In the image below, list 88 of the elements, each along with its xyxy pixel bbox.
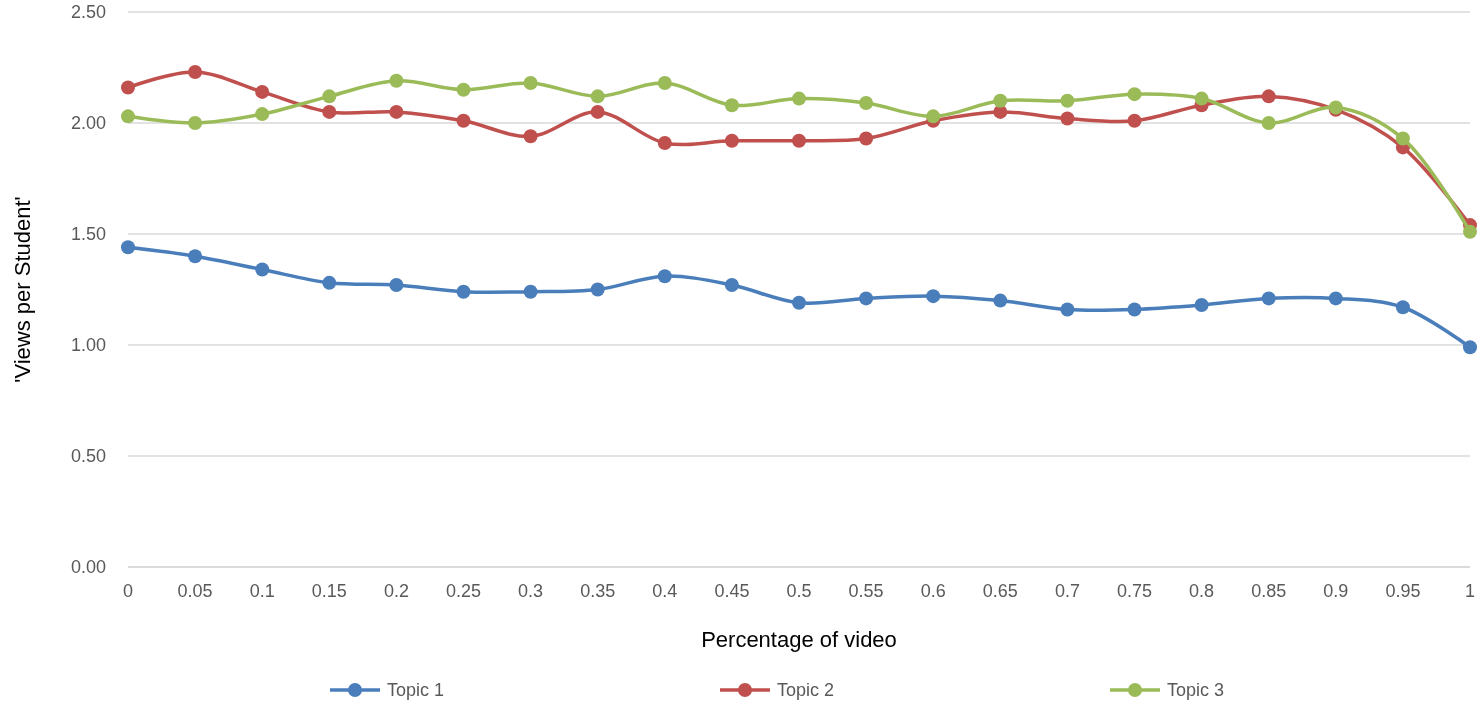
point — [389, 278, 404, 293]
point — [657, 76, 672, 91]
point — [792, 133, 806, 148]
point — [590, 282, 605, 297]
x-tick-label: 0.3 — [518, 581, 544, 601]
legend-label: Topic 3 — [1167, 680, 1225, 701]
y-tick-label: 1.50 — [70, 224, 106, 245]
legend-label: Topic 2 — [777, 680, 835, 701]
point — [121, 240, 135, 255]
point — [1261, 116, 1276, 130]
point — [1194, 298, 1209, 313]
point — [188, 116, 203, 130]
point — [1194, 91, 1209, 106]
point — [993, 93, 1008, 108]
y-tick-label: 0.00 — [70, 557, 106, 578]
y-tick-label: 2.00 — [70, 113, 106, 134]
x-axis-title: Percentage of video — [701, 627, 897, 652]
point — [188, 249, 203, 264]
legend-label: Topic 1 — [387, 680, 445, 701]
point — [792, 91, 806, 106]
point — [255, 84, 270, 99]
x-tick-label: 0.45 — [714, 581, 750, 601]
point — [724, 133, 739, 148]
point — [456, 113, 471, 128]
point — [255, 107, 270, 122]
point — [724, 98, 739, 113]
point — [523, 76, 538, 91]
point — [523, 284, 538, 299]
x-tick-label: 0.5 — [786, 581, 812, 601]
x-tick-label: 0.4 — [652, 581, 678, 601]
y-tick-label: 2.50 — [70, 2, 106, 23]
x-tick-label: 0.95 — [1385, 581, 1421, 601]
x-tick-label: 1 — [1464, 581, 1476, 601]
x-tick-label: 0.85 — [1251, 581, 1287, 601]
point — [322, 275, 337, 290]
point — [859, 96, 874, 111]
point — [590, 89, 605, 104]
point — [1060, 302, 1075, 317]
x-tick-label: 0.2 — [383, 581, 409, 601]
x-tick-label: 0.1 — [249, 581, 275, 601]
point — [389, 104, 404, 119]
x-tick-label: 0.65 — [982, 581, 1018, 601]
x-tick-label: 0.05 — [177, 581, 213, 601]
point — [1261, 89, 1276, 104]
y-axis-title: 'Views per Student' — [10, 196, 35, 383]
x-tick-label: 0 — [122, 581, 134, 601]
point — [859, 131, 874, 146]
x-tick-label: 0.25 — [445, 581, 482, 601]
point — [1395, 131, 1410, 146]
point — [456, 284, 471, 299]
point — [590, 104, 605, 119]
point — [1395, 300, 1410, 315]
point — [1127, 113, 1142, 128]
point — [926, 289, 941, 304]
x-tick-label: 0.7 — [1054, 581, 1080, 601]
point — [657, 269, 672, 284]
point — [1463, 340, 1477, 355]
point — [322, 104, 337, 119]
point — [1060, 111, 1075, 126]
x-tick-label: 0.9 — [1323, 581, 1349, 601]
point — [926, 109, 941, 124]
y-tick-label: 1.00 — [70, 335, 106, 356]
x-tick-label: 0.55 — [848, 581, 884, 601]
point — [724, 278, 739, 293]
point — [1328, 291, 1343, 306]
x-tick-label: 0.35 — [580, 581, 616, 601]
point — [859, 291, 874, 306]
point — [389, 73, 404, 88]
point — [255, 262, 270, 277]
point — [456, 82, 471, 97]
point — [1261, 291, 1276, 306]
y-tick-label: 0.50 — [70, 446, 106, 467]
point — [792, 295, 806, 310]
point — [523, 129, 538, 144]
point — [1060, 93, 1075, 108]
x-tick-label: 0.75 — [1116, 581, 1153, 601]
x-tick-label: 0.15 — [311, 581, 347, 601]
point — [121, 109, 135, 124]
point — [1463, 224, 1477, 239]
point — [121, 80, 135, 95]
point — [657, 135, 672, 150]
point — [1127, 302, 1142, 317]
point — [1127, 87, 1142, 102]
point — [993, 293, 1008, 308]
point — [322, 89, 337, 104]
x-tick-label: 0.8 — [1189, 581, 1215, 601]
point — [188, 64, 203, 79]
x-tick-label: 0.6 — [920, 581, 946, 601]
